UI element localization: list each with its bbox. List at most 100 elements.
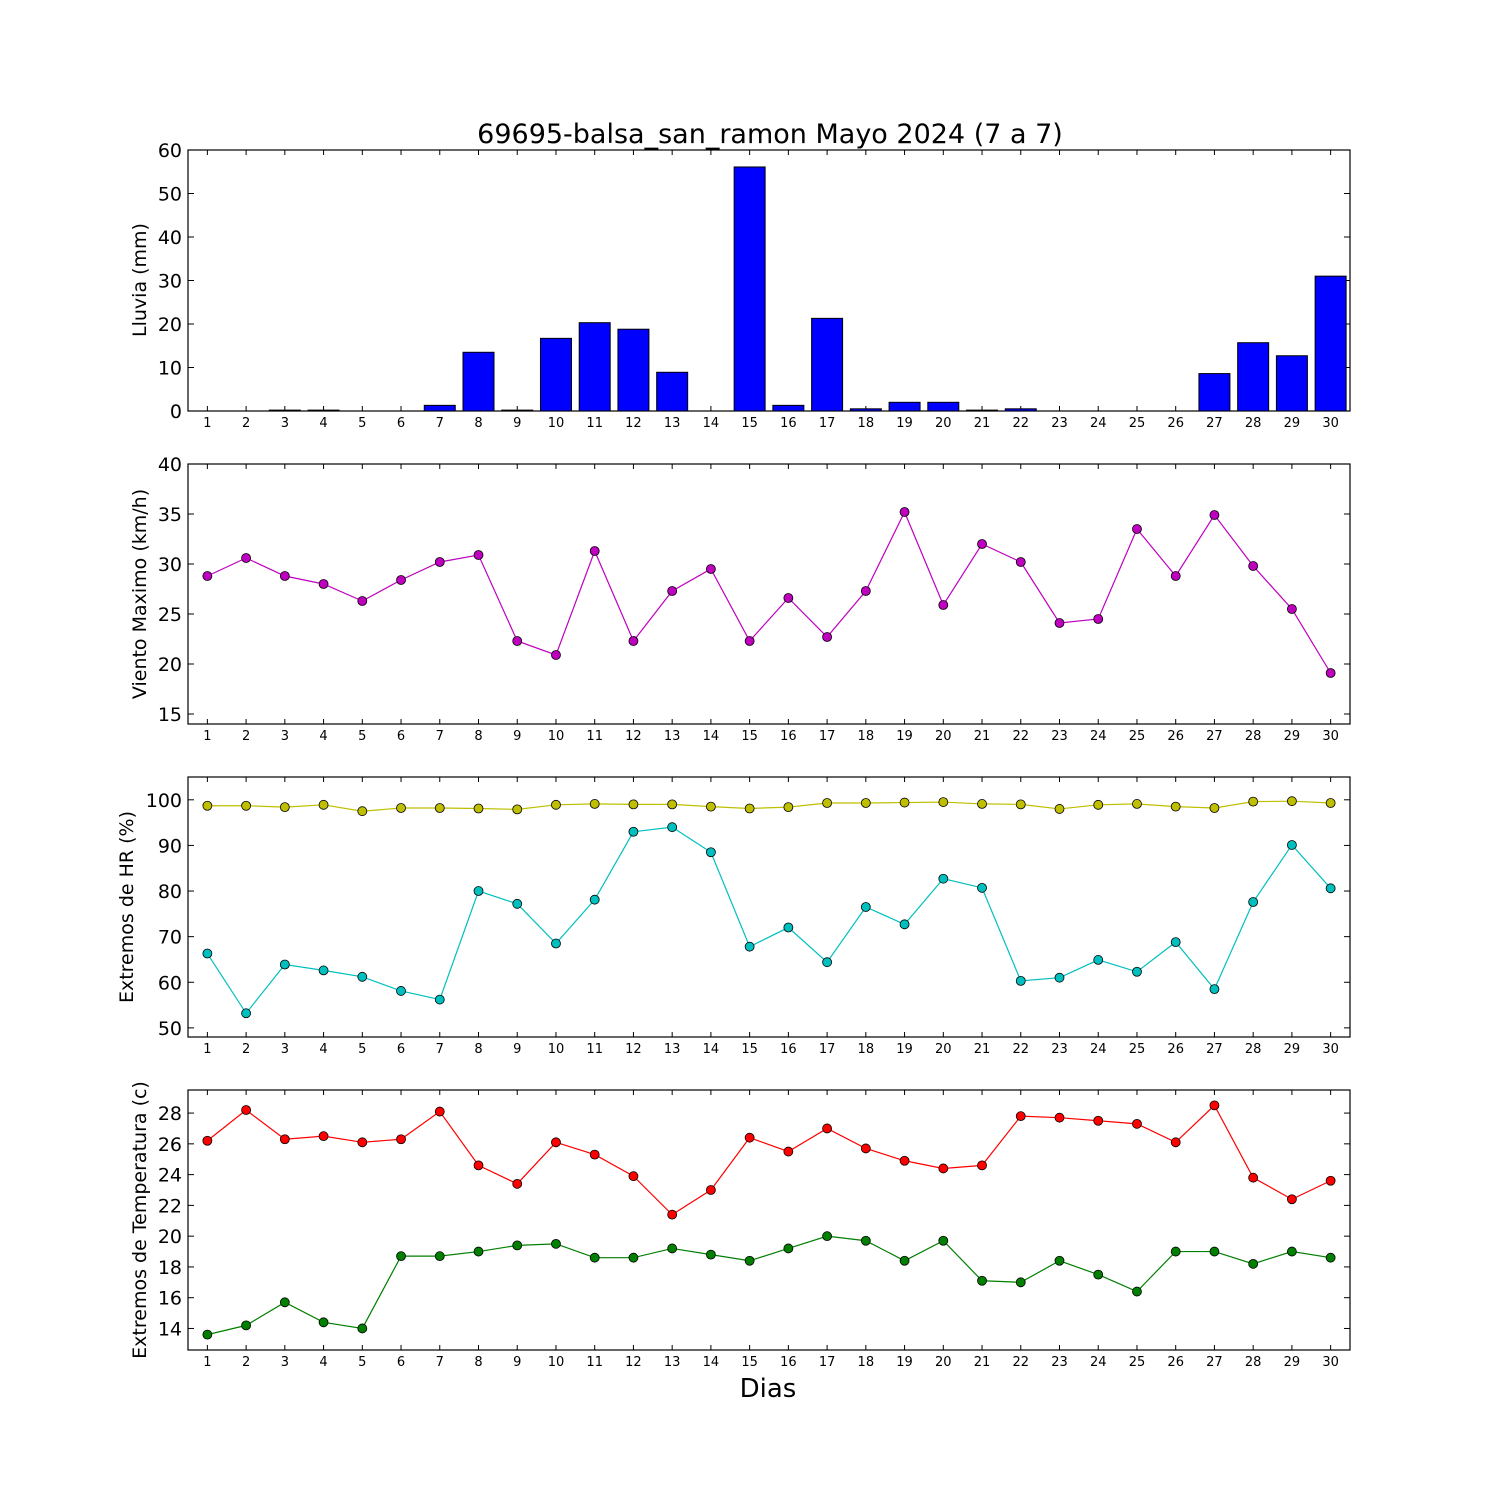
x-tick-label: 9 (513, 1042, 521, 1057)
series-0-point-day-3 (279, 1134, 290, 1145)
x-tick-label: 16 (780, 416, 797, 431)
x-tick-label: 1 (203, 1355, 211, 1370)
x-tick-label: 17 (819, 416, 836, 431)
series-1-point-day-19 (899, 919, 910, 930)
series-0-point-day-10 (551, 1137, 561, 1148)
series-0-point-day-21 (977, 539, 987, 549)
series-0-point-day-25 (1132, 1118, 1142, 1129)
plot-frame (187, 776, 1351, 1038)
x-tick-label: 26 (1167, 1042, 1184, 1057)
series-0-point-day-9 (512, 1178, 523, 1189)
x-tick-label: 29 (1284, 1042, 1301, 1057)
series-0-point-day-16 (783, 1146, 794, 1157)
x-tick-label: 5 (358, 729, 366, 744)
series-1-point-day-30 (1325, 883, 1336, 894)
x-tick-label: 9 (513, 1355, 521, 1370)
x-tick-label: 27 (1206, 1042, 1223, 1057)
x-tick-label: 24 (1090, 416, 1107, 431)
series-1-point-day-25 (1132, 966, 1142, 977)
series-line-1 (207, 1235, 1331, 1336)
x-tick-label: 2 (242, 1355, 250, 1370)
series-0-point-day-1 (202, 1135, 213, 1146)
series-0-point-day-8 (473, 1160, 484, 1171)
series-1-point-day-15 (744, 1255, 755, 1266)
y-tick-label: 20 (158, 654, 182, 676)
y-tick-label: 30 (158, 271, 182, 293)
y-tick-label: 28 (158, 1103, 182, 1125)
x-tick-label: 10 (548, 1355, 565, 1370)
series-0-point-day-14 (706, 801, 716, 812)
series-1-point-day-1 (202, 948, 213, 959)
x-tick-label: 23 (1051, 1355, 1068, 1370)
x-tick-label: 22 (1012, 416, 1029, 431)
series-1-point-day-20 (938, 1235, 949, 1246)
x-tick-label: 11 (586, 1355, 603, 1370)
x-tick-label: 17 (819, 1042, 836, 1057)
series-0-point-day-14 (706, 1185, 716, 1195)
y-tick-label: 0 (170, 401, 182, 423)
x-tick-label: 11 (586, 416, 603, 431)
series-0-point-day-9 (512, 804, 523, 815)
x-tick-label: 21 (974, 729, 991, 744)
series-0-point-day-4 (318, 799, 329, 810)
series-1-point-day-22 (1015, 1277, 1026, 1288)
series-1-point-day-11 (589, 894, 600, 905)
series-0-point-day-12 (628, 636, 639, 646)
y-tick-label: 20 (158, 314, 182, 336)
x-tick-label: 23 (1051, 416, 1068, 431)
series-1-point-day-10 (551, 938, 561, 949)
x-tick-label: 19 (896, 729, 913, 744)
x-tick-label: 28 (1245, 729, 1262, 744)
series-0-point-day-7 (434, 1106, 445, 1117)
y-tick-label: 100 (146, 790, 182, 812)
series-0-point-day-1 (202, 571, 213, 581)
x-tick-label: 3 (281, 729, 289, 744)
x-tick-label: 3 (281, 416, 289, 431)
series-0-point-day-13 (667, 799, 678, 810)
series-0-point-day-20 (938, 797, 949, 807)
y-tick-label: 50 (158, 1018, 182, 1040)
series-0-point-day-29 (1287, 604, 1297, 614)
x-tick-label: 14 (703, 1042, 720, 1057)
x-tick-label: 25 (1129, 416, 1146, 431)
y-tick-label: 15 (158, 704, 182, 726)
series-1-point-day-16 (783, 1243, 794, 1254)
series-0-point-day-16 (783, 593, 794, 603)
series-0-point-day-24 (1093, 799, 1104, 810)
x-tick-label: 25 (1129, 729, 1146, 744)
y-tick-label: 90 (158, 835, 182, 857)
y-tick-label: 18 (158, 1257, 182, 1279)
series-0-point-day-26 (1170, 1137, 1181, 1148)
temperature-panel: Extremos de Temperatura (c) Dias 1416182… (129, 1081, 1351, 1404)
x-tick-label: 28 (1245, 1042, 1262, 1057)
series-0-point-day-18 (860, 586, 871, 596)
x-tick-label: 26 (1167, 1355, 1184, 1370)
rain-bar-day-22 (1004, 408, 1037, 412)
x-tick-label: 18 (858, 1042, 875, 1057)
x-tick-label: 13 (664, 416, 681, 431)
humidity-ylabel: Extremos de HR (%) (116, 811, 138, 1003)
rain-bar-day-4 (307, 409, 340, 412)
x-tick-label: 16 (780, 729, 797, 744)
series-0-point-day-28 (1248, 1172, 1259, 1183)
x-tick-label: 1 (203, 729, 211, 744)
series-1-point-day-11 (589, 1252, 600, 1263)
rain-bar-day-12 (617, 328, 650, 412)
series-0-point-day-5 (357, 1137, 368, 1148)
x-tick-label: 29 (1284, 1355, 1301, 1370)
x-tick-label: 5 (358, 1042, 366, 1057)
x-tick-label: 12 (625, 729, 642, 744)
series-1-point-day-18 (860, 902, 871, 912)
y-tick-label: 30 (158, 554, 182, 576)
series-0-point-day-22 (1015, 557, 1026, 567)
x-tick-label: 29 (1284, 729, 1301, 744)
x-tick-label: 16 (780, 1042, 797, 1057)
y-tick-label: 60 (158, 140, 182, 162)
series-0-point-day-2 (241, 553, 252, 563)
x-tick-label: 18 (858, 416, 875, 431)
series-0-point-day-6 (396, 803, 406, 813)
x-tick-label: 3 (281, 1042, 289, 1057)
x-tick-label: 10 (548, 729, 565, 744)
rain-bar-day-9 (501, 409, 534, 412)
x-tick-label: 9 (513, 416, 521, 431)
